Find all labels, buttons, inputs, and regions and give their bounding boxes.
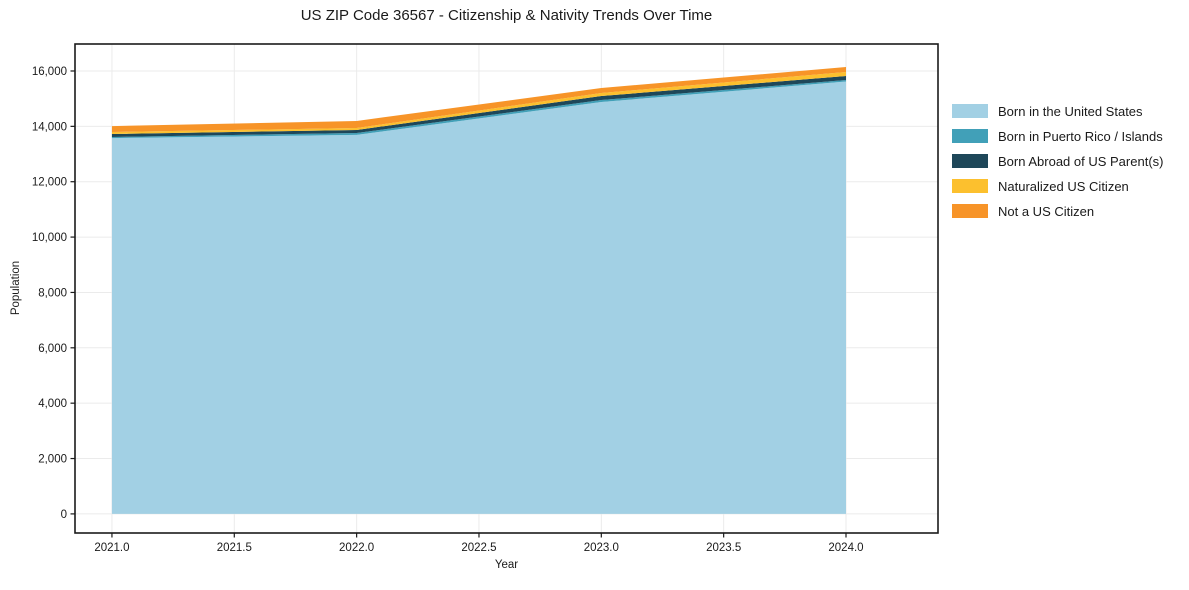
legend-label: Naturalized US Citizen [998,178,1129,194]
legend-label: Not a US Citizen [998,203,1095,219]
y-tick-label: 10,000 [32,232,67,244]
legend-label: Born Abroad of US Parent(s) [998,153,1164,169]
legend-label: Born in Puerto Rico / Islands [998,128,1163,144]
y-tick-label: 0 [61,509,67,521]
legend-item: Born Abroad of US Parent(s) [952,153,1164,169]
y-tick-label: 14,000 [32,121,67,133]
x-tick-label: 2022.5 [461,542,496,554]
area-series-0 [111,81,846,514]
legend-item: Born in the United States [952,103,1163,119]
legend-item: Born in Puerto Rico / Islands [952,128,1163,144]
legend-item: Not a US Citizen [952,203,1163,219]
y-tick-label: 2,000 [38,454,67,466]
legend-swatch-naturalized [952,179,988,193]
x-tick-label: 2023.5 [706,542,741,554]
x-tick-label: 2021.0 [94,542,129,554]
legend-swatch-born-abroad [952,154,988,168]
area-series-2 [111,75,846,138]
x-tick-label: 2022.0 [339,542,374,554]
chart-title: US ZIP Code 36567 - Citizenship & Nativi… [300,7,713,24]
y-tick-label: 4,000 [38,398,67,410]
plot-frame [74,43,939,534]
legend-label: Born in the United States [998,103,1143,119]
y-tick-label: 8,000 [38,287,67,299]
x-axis-label: Year [494,559,519,571]
area-series-4 [111,66,846,133]
x-tick-label: 2021.5 [217,542,252,554]
legend-swatch-not-citizen [952,204,988,218]
legend-swatch-born-us [952,104,988,118]
x-tick-label: 2023.0 [584,542,619,554]
x-tick-label: 2024.0 [828,542,863,554]
legend-item: Naturalized US Citizen [952,178,1163,194]
legend-swatch-puerto-rico [952,129,988,143]
y-tick-label: 16,000 [32,66,67,78]
y-tick-label: 12,000 [32,177,67,189]
legend: Born in the United States Born in Puerto… [952,104,1163,229]
y-tick-label: 6,000 [38,343,67,355]
